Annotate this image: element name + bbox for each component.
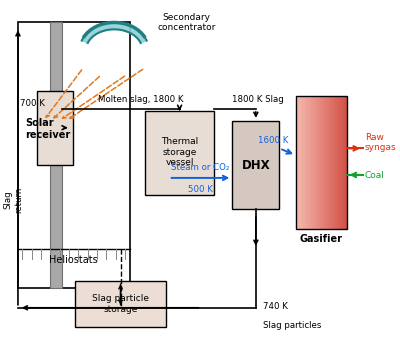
Bar xyxy=(308,96,310,229)
Bar xyxy=(302,96,304,229)
Bar xyxy=(318,96,319,229)
Bar xyxy=(232,121,280,209)
Text: Secondary
concentrator: Secondary concentrator xyxy=(158,13,216,32)
Text: Molten slag, 1800 K: Molten slag, 1800 K xyxy=(98,95,183,104)
Bar xyxy=(320,96,322,229)
Bar xyxy=(319,96,320,229)
Text: 1600 K: 1600 K xyxy=(258,136,288,145)
Text: Steam or CO₂: Steam or CO₂ xyxy=(171,163,230,172)
Bar xyxy=(316,96,318,229)
Text: 1800 K Slag: 1800 K Slag xyxy=(232,95,284,104)
Bar xyxy=(344,96,346,229)
Text: 500 K: 500 K xyxy=(188,185,213,194)
Bar xyxy=(345,96,347,229)
Bar xyxy=(18,22,130,288)
Bar xyxy=(343,96,344,229)
Bar xyxy=(297,96,299,229)
Bar xyxy=(338,96,340,229)
Text: Raw
syngas: Raw syngas xyxy=(365,133,396,152)
Bar xyxy=(145,111,214,195)
Bar xyxy=(339,96,341,229)
Text: Heliostats: Heliostats xyxy=(49,255,98,265)
Bar xyxy=(310,96,312,229)
Text: Solar
receiver: Solar receiver xyxy=(25,118,70,140)
Bar xyxy=(329,96,330,229)
Text: Slag particles: Slag particles xyxy=(263,321,322,330)
Bar xyxy=(75,281,166,327)
Bar xyxy=(304,96,305,229)
Bar xyxy=(322,96,324,229)
Bar xyxy=(342,96,343,229)
Bar xyxy=(315,96,316,229)
Bar xyxy=(296,96,298,229)
Bar xyxy=(335,96,337,229)
Bar xyxy=(328,96,329,229)
Bar xyxy=(333,96,334,229)
Bar xyxy=(340,96,342,229)
Bar xyxy=(307,96,309,229)
Bar xyxy=(306,96,308,229)
Text: 740 K: 740 K xyxy=(263,302,288,311)
Polygon shape xyxy=(82,22,147,43)
Bar xyxy=(324,96,326,229)
Bar xyxy=(330,96,332,229)
Bar xyxy=(314,96,315,229)
Text: DHX: DHX xyxy=(242,159,270,172)
Text: Slag particle
storage: Slag particle storage xyxy=(92,294,149,313)
Text: Thermal
storage
vessel: Thermal storage vessel xyxy=(161,137,198,167)
Bar xyxy=(37,91,73,165)
Bar xyxy=(296,96,347,229)
Bar xyxy=(305,96,306,229)
Bar xyxy=(311,96,313,229)
Bar xyxy=(321,96,323,229)
Text: 700 K: 700 K xyxy=(20,99,45,108)
Bar xyxy=(301,96,303,229)
Bar xyxy=(331,96,333,229)
Bar xyxy=(336,96,338,229)
Bar xyxy=(300,96,301,229)
Bar xyxy=(334,96,336,229)
Bar xyxy=(325,96,327,229)
Bar xyxy=(326,96,328,229)
Bar xyxy=(50,22,62,288)
Text: Coal: Coal xyxy=(365,171,385,181)
Bar xyxy=(298,96,300,229)
Text: Gasifier: Gasifier xyxy=(300,234,343,244)
Text: Slag
return: Slag return xyxy=(4,186,23,213)
Bar xyxy=(312,96,314,229)
